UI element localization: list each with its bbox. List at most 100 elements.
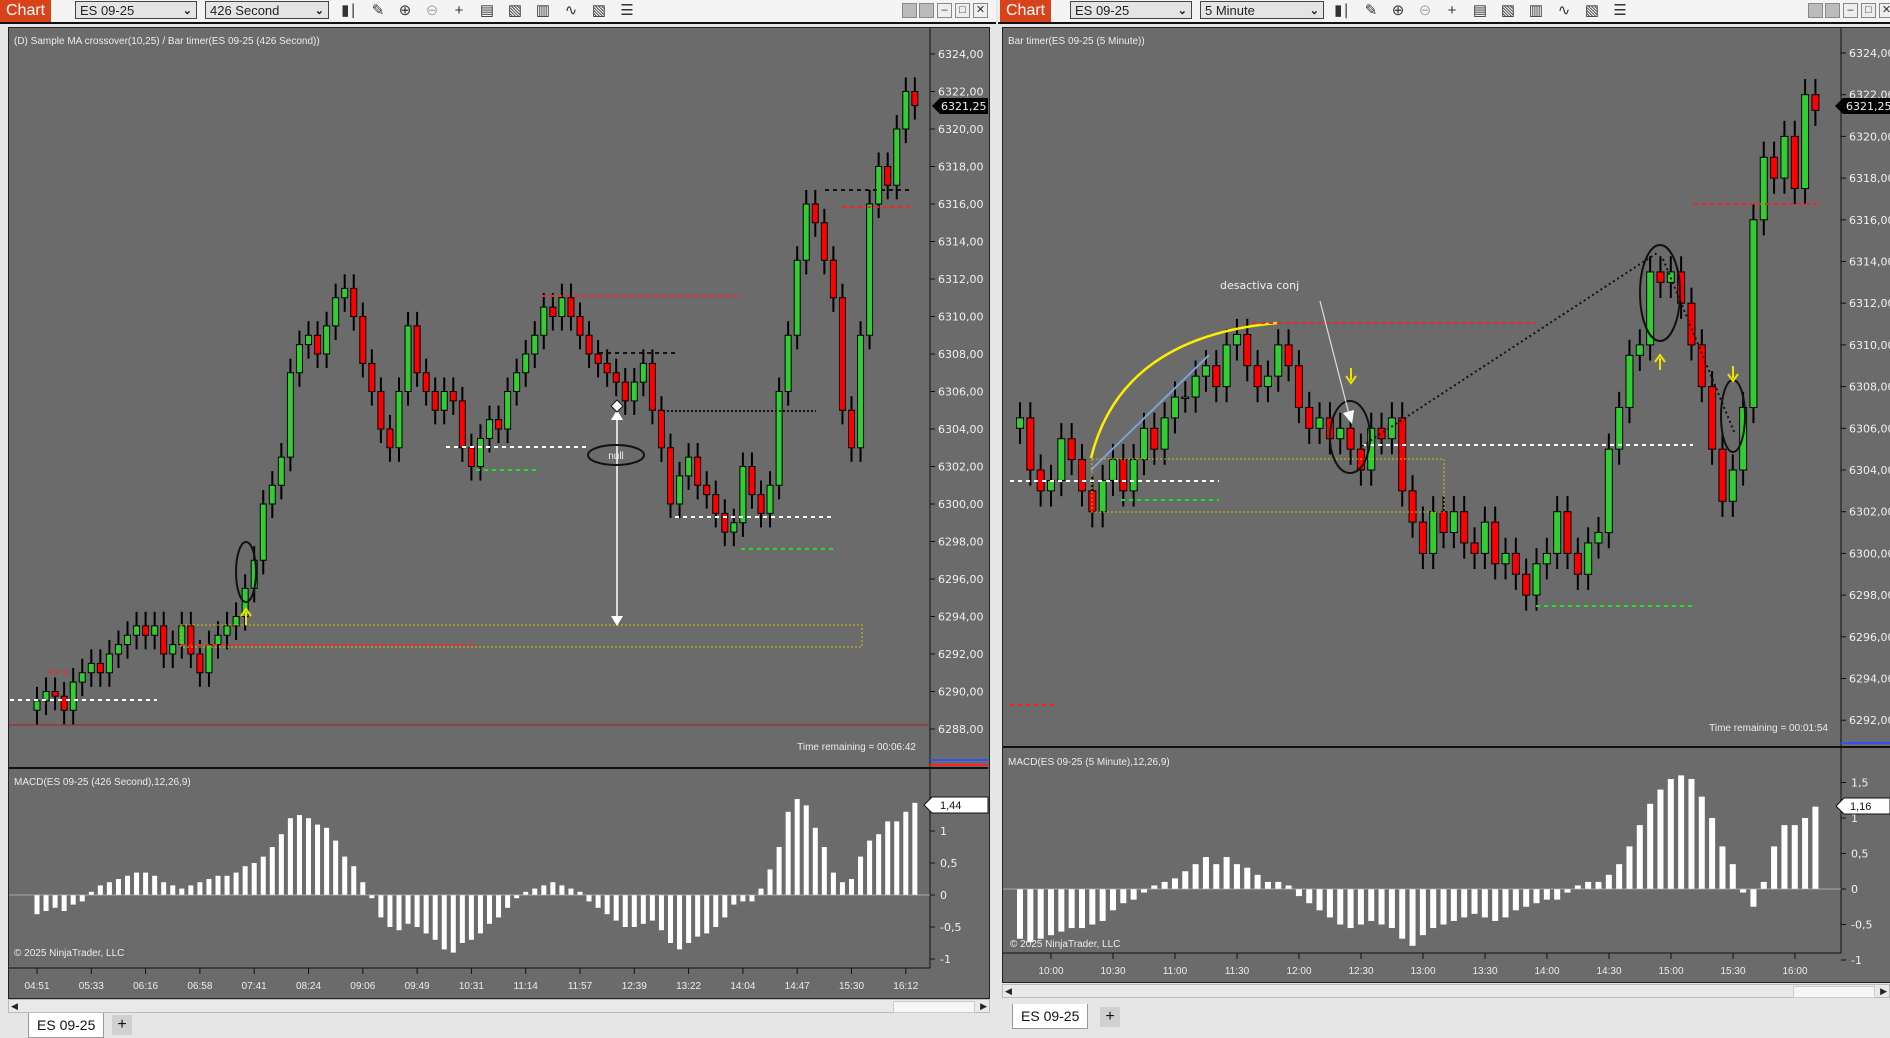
instrument-select[interactable]: ES 09-25 ⌄ [75,1,197,19]
yellow-arc[interactable] [1089,321,1278,459]
time-tick-label: 16:00 [1782,966,1807,977]
candle-body [1253,365,1262,388]
last-price-value: 6321,25 [1846,100,1890,113]
macd-tick-label: -1 [940,953,951,966]
candle-body [1181,396,1190,400]
annotation-text[interactable]: desactiva conj [1220,279,1299,292]
time-tick-label: 12:39 [622,981,647,992]
close-button[interactable]: ✕ [973,3,988,18]
macd-bar [912,802,918,895]
add-tab-button[interactable]: + [1100,1007,1120,1027]
bar-type-icon[interactable]: ▮∣ [341,2,357,19]
scrollbar-thumb[interactable] [1793,986,1875,998]
zoom-out-icon[interactable]: ⊖ [425,2,439,19]
macd-bar [677,895,683,950]
window-link-button[interactable] [1808,3,1823,18]
add-tab-button[interactable]: + [112,1015,132,1035]
candle-body [657,409,665,449]
blue-trend-line[interactable] [1090,354,1210,471]
window-link-button-2[interactable] [1825,3,1840,18]
minimize-button[interactable]: – [1843,3,1858,18]
tab-es-09-25[interactable]: ES 09-25 [1012,1004,1089,1029]
chart-panel[interactable] [1002,27,1890,983]
strategies-icon[interactable]: ∿ [1557,2,1571,19]
candle-body [341,287,349,299]
macd-bar [749,895,755,902]
time-remaining: Time remaining = 00:06:42 [797,742,916,753]
pencil-icon[interactable]: ✎ [371,2,385,19]
data-box-icon[interactable]: ▤ [1472,2,1488,19]
indicators-icon[interactable]: ▥ [535,2,551,19]
scroll-left-icon[interactable]: ◀ [1005,986,1012,996]
macd-bar [79,895,85,902]
templates-icon[interactable]: ▧ [591,2,607,19]
left-macd-histogram [9,799,930,953]
tab-es-09-25[interactable]: ES 09-25 [28,1013,105,1038]
candle-body [268,484,276,505]
scroll-left-icon[interactable]: ◀ [11,1001,18,1011]
data-box-icon[interactable]: ▤ [479,2,495,19]
yellow-zone-rectangle[interactable] [1091,458,1445,513]
macd-bar [1316,889,1323,911]
black-dotted-line[interactable] [1662,258,1736,435]
chart-menu-button[interactable]: Chart [0,0,52,22]
scrollbar-thumb[interactable] [893,1001,975,1013]
diamond-marker[interactable] [610,399,624,413]
time-tick-label: 10:00 [1038,966,1063,977]
list-icon[interactable]: ☰ [620,2,634,19]
scroll-right-icon[interactable]: ▶ [1880,986,1887,996]
macd-bar [1740,889,1747,893]
price-tick-label: 6296,00 [938,573,984,586]
window-link-button-2[interactable] [919,3,934,18]
ellipse-marker[interactable] [1639,244,1681,342]
yellow-zone-rectangle[interactable] [180,624,863,648]
list-icon[interactable]: ☰ [1613,2,1627,19]
interval-select[interactable]: 5 Minute ⌄ [1200,1,1324,19]
window-link-button[interactable] [902,3,917,18]
crosshair-icon[interactable]: + [454,2,464,19]
macd-bar [1750,889,1757,907]
maximize-button[interactable]: □ [1861,3,1876,18]
templates-icon[interactable]: ▧ [1584,2,1600,19]
candle-body [685,456,693,477]
instrument-select[interactable]: ES 09-25 ⌄ [1070,1,1192,19]
interval-select[interactable]: 426 Second ⌄ [205,1,329,19]
macd-bar [1244,867,1251,889]
null-ellipse[interactable] [587,444,645,466]
zoom-in-icon[interactable]: ⊕ [398,2,412,19]
pencil-icon[interactable]: ✎ [1364,2,1378,19]
ellipse-marker[interactable] [235,541,257,603]
candle-body [1129,459,1138,492]
zoom-out-icon[interactable]: ⊖ [1418,2,1432,19]
macd-bar [242,866,248,895]
chart-menu-button[interactable]: Chart [1000,0,1052,22]
candle-body [1398,417,1407,492]
macd-bar [776,847,782,895]
indicators-icon[interactable]: ▥ [1528,2,1544,19]
macd-tick-label: 1 [940,825,947,838]
strategies-icon[interactable]: ∿ [564,2,578,19]
crosshair-icon[interactable]: + [1447,2,1457,19]
ellipse-marker[interactable] [1329,400,1371,474]
bar-type-icon[interactable]: ▮∣ [1334,2,1350,19]
annotation-arrow-line[interactable] [1319,300,1351,419]
properties-icon[interactable]: ▧ [1500,2,1516,19]
minimize-button[interactable]: – [937,3,952,18]
candle-body [1687,302,1696,346]
horizontal-scrollbar[interactable]: ◀ ▶ [8,999,990,1013]
close-button[interactable]: ✕ [1879,3,1890,18]
candle-body [1501,552,1510,565]
macd-bar [514,895,520,899]
price-tick-label: 6304,00 [938,423,984,436]
macd-bar [559,885,565,895]
candle-body [567,297,575,317]
macd-bar [1791,825,1798,889]
macd-tick-label: -0,5 [940,921,961,934]
maximize-button[interactable]: □ [955,3,970,18]
black-dotted-line[interactable] [1361,252,1658,447]
macd-bar [1068,889,1075,929]
horizontal-scrollbar[interactable]: ◀ ▶ [1002,984,1890,998]
zoom-in-icon[interactable]: ⊕ [1391,2,1405,19]
properties-icon[interactable]: ▧ [507,2,523,19]
scroll-right-icon[interactable]: ▶ [980,1001,987,1011]
